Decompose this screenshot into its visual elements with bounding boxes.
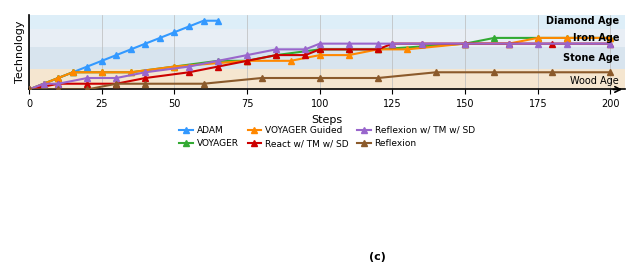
Bar: [29, 69, 625, 89]
Text: Diamond Age: Diamond Age: [546, 16, 619, 26]
X-axis label: Steps: Steps: [312, 115, 342, 125]
Y-axis label: Technology: Technology: [15, 21, 25, 83]
Bar: [29, 15, 625, 29]
Bar: [29, 47, 625, 69]
Text: (c): (c): [369, 252, 386, 262]
Bar: [29, 29, 625, 47]
Text: Wood Age: Wood Age: [570, 76, 619, 86]
Text: Stone Age: Stone Age: [563, 53, 619, 63]
Legend: ADAM, VOYAGER, VOYAGER Guided, React w/ TM w/ SD, Reflexion w/ TM w/ SD, Reflexi: ADAM, VOYAGER, VOYAGER Guided, React w/ …: [176, 122, 478, 152]
Text: Iron Age: Iron Age: [573, 33, 619, 43]
